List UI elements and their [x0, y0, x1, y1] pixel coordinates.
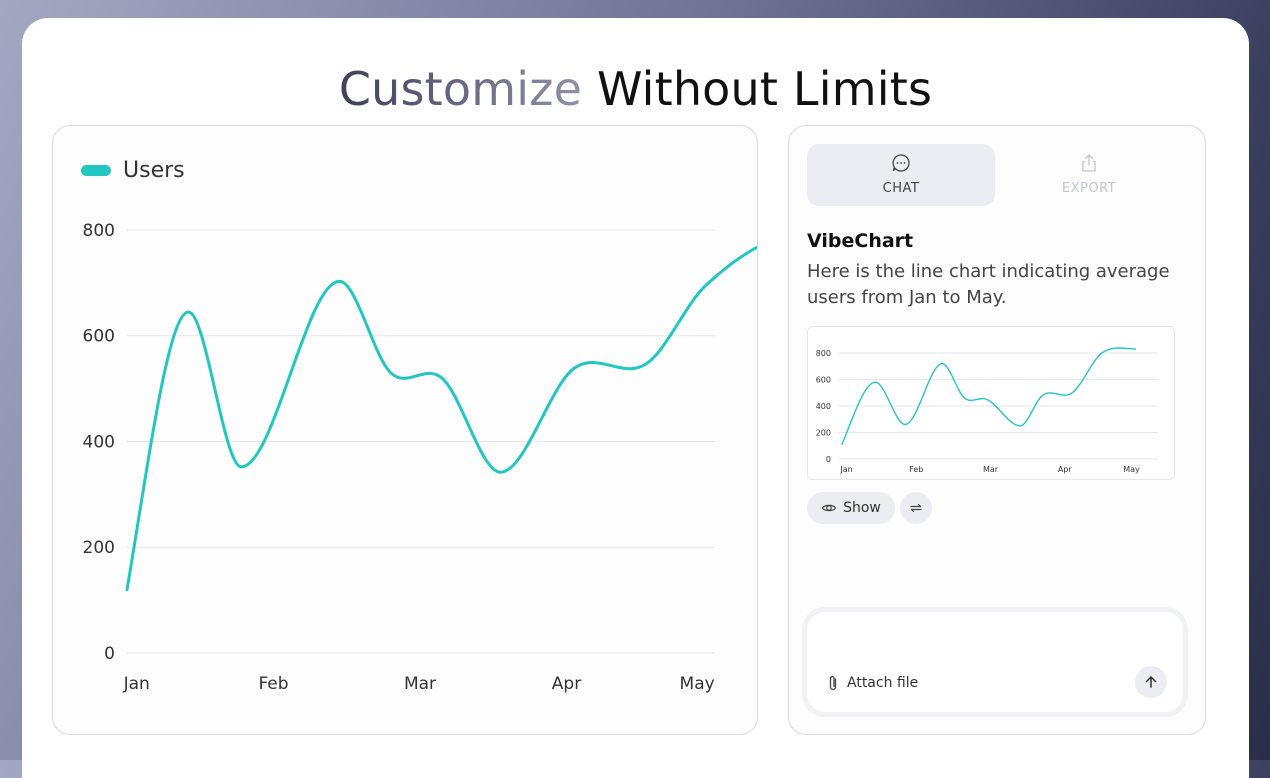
show-button-label: Show	[843, 500, 881, 516]
title-part-2: Without Limits	[596, 62, 933, 116]
x-tick-label: Apr	[552, 674, 581, 694]
feature-card: Customize Without Limits Users 0 200 400 60…	[22, 18, 1249, 778]
regenerate-button[interactable]	[900, 492, 932, 524]
series-line	[125, 245, 757, 592]
x-tick-label: Mar	[983, 465, 999, 474]
y-tick-label: 400	[816, 402, 831, 411]
legend-label-users: Users	[123, 158, 185, 183]
y-tick-label: 200	[816, 428, 831, 437]
chart-panel: Users 0 200 400 600 800 Jan Feb Mar Apr May	[52, 125, 758, 735]
mini-line-chart: 0 200 400 600 800 Jan Feb Mar Apr May	[816, 347, 1158, 474]
x-tick-label: Jan	[839, 465, 852, 474]
tab-bar: CHAT EXPORT	[807, 144, 1185, 206]
tab-chat[interactable]: CHAT	[807, 144, 995, 206]
show-button[interactable]: Show	[807, 492, 895, 524]
x-tick-label: Mar	[404, 674, 436, 694]
tab-chat-label: CHAT	[882, 181, 920, 196]
line-chart: 0 200 400 600 800 Jan Feb Mar Apr May	[83, 221, 757, 694]
bot-name: VibeChart	[807, 230, 914, 252]
paperclip-icon	[829, 676, 837, 691]
y-tick-label: 0	[826, 455, 831, 464]
tab-export-label: EXPORT	[1061, 181, 1117, 196]
page-title: Customize Without Limits	[22, 62, 1249, 116]
x-tick-label: May	[680, 674, 715, 694]
chat-bubble-icon	[892, 154, 910, 172]
bot-message: Here is the line chart indicating averag…	[807, 261, 1170, 308]
y-tick-label: 0	[104, 644, 115, 664]
x-tick-label: Apr	[1058, 465, 1073, 474]
share-icon	[1082, 154, 1096, 172]
title-part-1: Customize	[338, 62, 583, 116]
x-tick-label: Feb	[909, 465, 923, 474]
tab-export[interactable]: EXPORT	[995, 144, 1183, 206]
attach-file-button[interactable]: Attach file	[827, 674, 918, 692]
message-composer[interactable]: Attach file	[807, 612, 1183, 712]
y-tick-label: 200	[83, 538, 115, 558]
y-tick-label: 600	[816, 375, 831, 384]
x-tick-label: Feb	[258, 674, 288, 694]
send-button[interactable]	[1135, 666, 1167, 698]
y-tick-label: 600	[83, 327, 115, 347]
eye-icon	[821, 504, 837, 512]
chat-panel: CHAT EXPORT VibeChart Here is the line c…	[788, 125, 1206, 735]
attach-file-label: Attach file	[847, 675, 919, 691]
legend-swatch	[81, 165, 111, 176]
y-tick-label: 800	[816, 349, 831, 358]
chart-legend[interactable]: Users	[81, 158, 185, 183]
x-tick-label: May	[1123, 465, 1140, 474]
y-tick-label: 400	[83, 432, 115, 452]
refresh-icon	[910, 503, 922, 513]
chart-preview[interactable]: 0 200 400 600 800 Jan Feb Mar Apr May	[807, 326, 1175, 480]
y-tick-label: 800	[83, 221, 115, 241]
x-tick-label: Jan	[123, 674, 150, 694]
series-line	[841, 347, 1136, 446]
arrow-up-icon	[1145, 676, 1157, 688]
